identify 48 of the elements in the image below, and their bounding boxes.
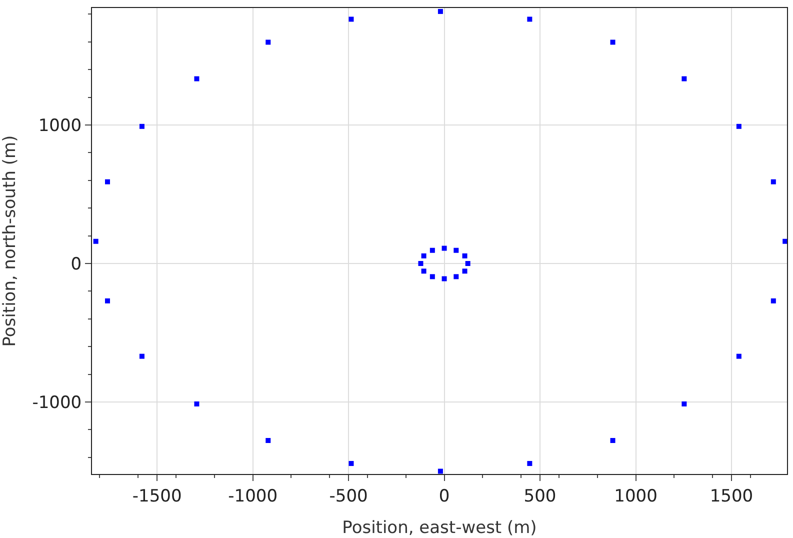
y-axis-title: Position, north-south (m) xyxy=(0,135,20,347)
point xyxy=(770,298,776,304)
point xyxy=(610,438,616,443)
y-tick-label: 0 xyxy=(70,254,82,274)
point xyxy=(430,248,435,253)
point xyxy=(266,40,271,45)
point xyxy=(105,179,110,184)
point xyxy=(462,253,468,258)
point xyxy=(139,124,144,129)
point xyxy=(442,276,447,282)
point xyxy=(421,268,426,274)
point xyxy=(782,238,787,244)
point xyxy=(770,179,776,184)
point xyxy=(194,76,200,82)
point xyxy=(93,238,98,244)
point xyxy=(465,261,470,266)
point xyxy=(527,16,532,22)
point xyxy=(105,298,110,304)
point xyxy=(454,274,459,280)
point xyxy=(348,16,354,22)
point xyxy=(421,253,426,258)
point xyxy=(736,354,742,359)
point xyxy=(266,438,271,443)
point xyxy=(454,248,459,253)
point xyxy=(418,261,424,266)
point xyxy=(442,246,447,251)
x-tick-label: -1500 xyxy=(132,486,182,506)
y-tick-label: -1000 xyxy=(32,392,82,413)
x-tick-label: -500 xyxy=(329,486,368,506)
x-tick-label: 500 xyxy=(524,486,556,506)
point xyxy=(682,76,687,82)
point xyxy=(610,40,616,45)
x-tick-label: 1500 xyxy=(710,486,754,506)
x-tick-label: 1000 xyxy=(614,486,658,506)
point xyxy=(139,354,144,359)
point xyxy=(462,268,468,274)
point xyxy=(430,274,435,280)
point xyxy=(527,460,532,466)
y-tick-label: 1000 xyxy=(38,116,82,136)
point xyxy=(438,468,443,474)
point xyxy=(348,460,354,466)
x-tick-label: -1000 xyxy=(228,486,278,506)
point xyxy=(736,124,742,129)
point xyxy=(194,401,200,406)
x-tick-label: 0 xyxy=(438,486,450,506)
point xyxy=(438,8,443,14)
x-axis-title: Position, east-west (m) xyxy=(342,518,537,538)
point xyxy=(682,401,687,406)
